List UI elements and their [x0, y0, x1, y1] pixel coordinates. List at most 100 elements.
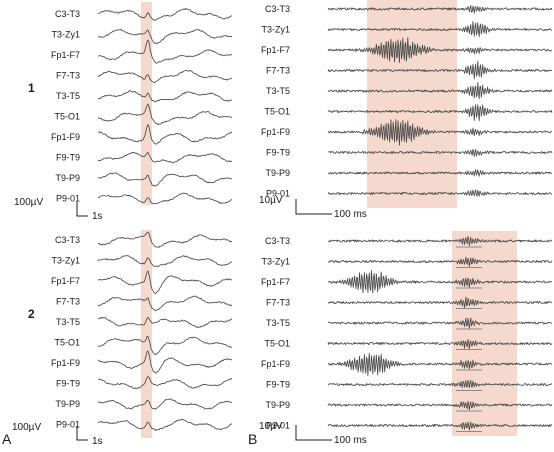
- eeg-trace-a2-2: [97, 270, 233, 294]
- channel-label-b1-8: T9-P9: [265, 168, 290, 178]
- channel-label-b2-5: T5-O1: [264, 339, 290, 349]
- channel-label-b1-9: P9-01: [266, 189, 290, 199]
- eeg-trace-b2-3: [327, 296, 553, 309]
- channel-label-b1-1: T3-Zy1: [261, 25, 290, 35]
- channel-label-b2-6: Fp1-F9: [261, 359, 290, 369]
- panel-label-b: B: [248, 431, 257, 447]
- scale-bar-b2: [295, 425, 332, 441]
- eeg-trace-b1-8: [327, 169, 553, 177]
- channel-label-b2-0: C3-T3: [265, 236, 290, 246]
- channel-label-a1-8: T9-P9: [55, 173, 80, 183]
- eeg-trace-a2-1: [97, 255, 233, 267]
- channel-label-a1-3: F7-T3: [56, 71, 80, 81]
- scale-time-b1: 100 ms: [334, 209, 367, 220]
- scale-bar-a2: [76, 426, 88, 441]
- channel-labels: C3-T3 T3-Zy1 Fp1-F7 F7-T3 T3-T5 T5-O1 Fp1-F9 F9…: [51, 4, 290, 431]
- channel-label-a2-4: T3-T5: [56, 317, 80, 327]
- eeg-trace-a1-2: [97, 39, 233, 64]
- eeg-trace-b2-8: [327, 400, 553, 411]
- channel-label-b1-4: T3-T5: [266, 86, 290, 96]
- eeg-trace-b2-6: [327, 352, 553, 377]
- channel-label-a2-9: P9-01: [56, 420, 80, 430]
- channel-label-a1-6: Fp1-F9: [51, 132, 80, 142]
- eeg-trace-a1-0: [97, 8, 233, 21]
- channel-label-b2-8: T9-P9: [265, 400, 290, 410]
- eeg-trace-a2-6: [97, 350, 233, 374]
- eeg-trace-b2-4: [327, 317, 553, 329]
- eeg-trace-a1-4: [97, 90, 233, 103]
- channel-label-a1-1: T3-Zy1: [51, 30, 80, 40]
- eeg-trace-a2-7: [97, 376, 233, 390]
- eeg-trace-a1-5: [97, 103, 233, 126]
- channel-label-b1-5: T5-O1: [264, 107, 290, 117]
- eeg-trace-a1-9: [97, 192, 233, 205]
- channel-label-a2-5: T5-O1: [54, 338, 80, 348]
- highlight-band-a1: [141, 2, 152, 205]
- eeg-trace-b1-6: [327, 119, 553, 146]
- channel-label-b1-3: F7-T3: [266, 66, 290, 76]
- channel-label-a2-3: F7-T3: [56, 297, 80, 307]
- scale-time-a2: 1s: [92, 436, 103, 447]
- channel-label-b2-7: F9-T9: [266, 380, 290, 390]
- eeg-trace-a2-8: [97, 398, 233, 410]
- eeg-trace-b1-4: [327, 82, 553, 100]
- channel-label-a2-6: Fp1-F9: [51, 358, 80, 368]
- eeg-traces: [97, 5, 553, 431]
- eeg-trace-b2-5: [327, 339, 553, 350]
- channel-label-b1-2: Fp1-F7: [261, 45, 290, 55]
- eeg-trace-a1-3: [97, 69, 233, 83]
- scale-time-b2: 100 ms: [334, 435, 367, 446]
- channel-label-a1-4: T3-T5: [56, 91, 80, 101]
- eeg-trace-b1-0: [327, 5, 553, 14]
- channel-label-b2-4: T3-T5: [266, 318, 290, 328]
- scale-amplitude-b2: 10µV: [259, 421, 283, 432]
- highlight-band-b1: [367, 0, 457, 208]
- channel-label-b2-2: Fp1-F7: [261, 277, 290, 287]
- eeg-trace-a2-5: [97, 335, 233, 356]
- channel-label-a1-5: T5-O1: [54, 112, 80, 122]
- eeg-trace-a1-6: [97, 124, 233, 145]
- scale-time-a1: 1s: [92, 211, 103, 222]
- channel-label-b2-3: F7-T3: [266, 298, 290, 308]
- channel-label-a1-7: F9-T9: [56, 153, 80, 163]
- scale-amplitude-a1: 100µV: [14, 197, 43, 208]
- eeg-trace-a2-9: [97, 418, 233, 431]
- panel-label-a: A: [2, 431, 12, 447]
- channel-label-a1-2: Fp1-F7: [51, 50, 80, 60]
- eeg-trace-b1-5: [327, 104, 553, 122]
- eeg-trace-a1-7: [97, 151, 233, 164]
- eeg-trace-b1-2: [327, 37, 553, 64]
- eeg-trace-a2-3: [97, 295, 233, 312]
- scale-bar-a1: [76, 202, 88, 217]
- eeg-trace-a1-8: [97, 172, 233, 187]
- channel-label-b2-1: T3-Zy1: [261, 257, 290, 267]
- scale-amplitude-a2: 100µV: [12, 422, 41, 433]
- channel-label-a2-2: Fp1-F7: [51, 276, 80, 286]
- scale-bar-b1: [295, 199, 332, 215]
- row-label-1: 1: [28, 81, 35, 95]
- row-label-2: 2: [28, 307, 35, 321]
- eeg-trace-a1-1: [97, 29, 233, 45]
- eeg-trace-b2-9: [327, 421, 553, 431]
- eeg-trace-a2-4: [97, 316, 233, 329]
- channel-label-a1-9: P9-01: [56, 194, 80, 204]
- channel-label-a2-1: T3-Zy1: [51, 256, 80, 266]
- channel-label-a1-0: C3-T3: [55, 9, 80, 19]
- channel-label-a2-0: C3-T3: [55, 235, 80, 245]
- eeg-trace-b2-1: [327, 256, 553, 267]
- eeg-trace-b2-2: [327, 270, 553, 294]
- eeg-trace-b1-3: [327, 60, 553, 80]
- channel-label-b2-9: P9-01: [266, 421, 290, 431]
- channel-label-b1-0: C3-T3: [265, 4, 290, 14]
- burst-underlines: [456, 246, 482, 432]
- eeg-trace-b2-7: [327, 379, 553, 389]
- eeg-trace-b1-9: [327, 189, 553, 197]
- eeg-trace-b1-7: [327, 148, 553, 157]
- highlight-band-a2: [141, 230, 152, 438]
- eeg-trace-a2-0: [97, 231, 233, 248]
- channel-label-b1-6: Fp1-F9: [261, 127, 290, 137]
- eeg-trace-b1-1: [327, 21, 553, 38]
- eeg-trace-b2-0: [327, 235, 553, 247]
- channel-label-b1-7: F9-T9: [266, 148, 290, 158]
